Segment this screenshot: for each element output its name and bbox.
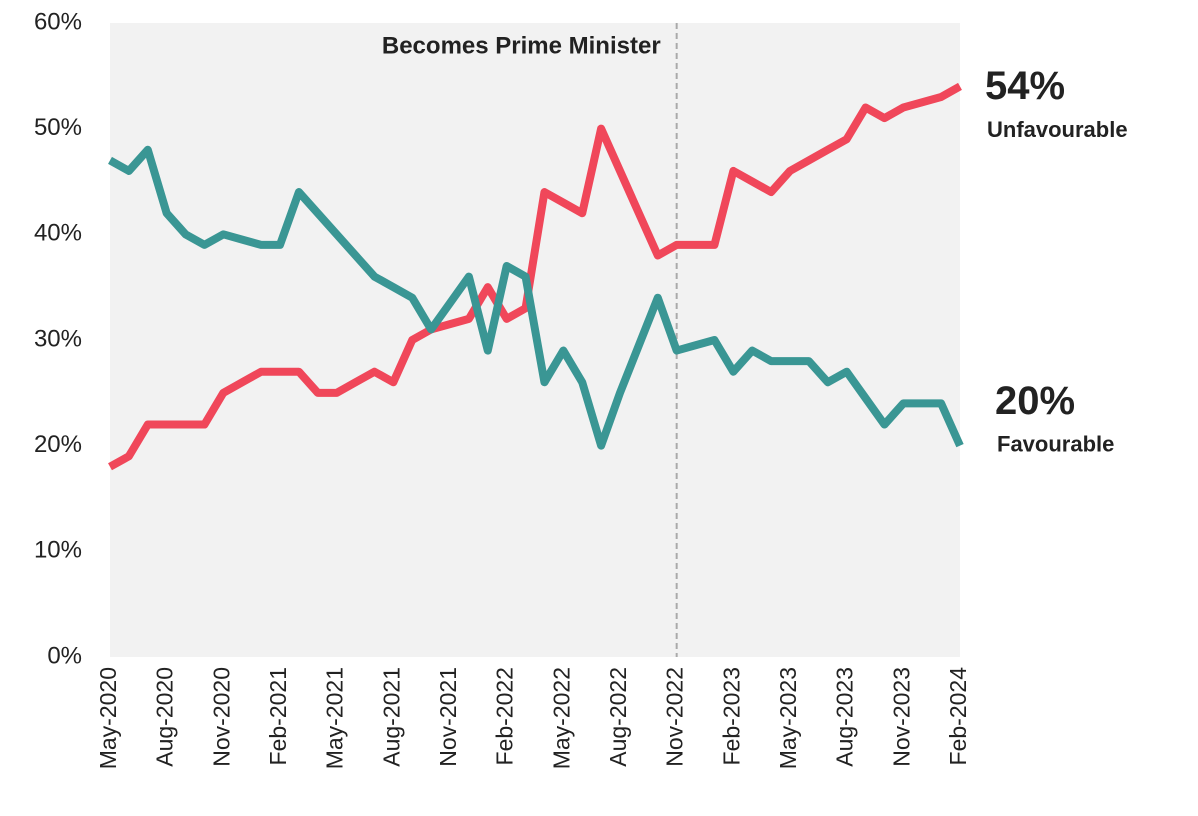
x-tick-label: Feb-2024	[945, 667, 971, 766]
series-label: Unfavourable	[987, 117, 1128, 142]
annotation: Becomes Prime Minister	[382, 32, 661, 59]
x-tick-label: Nov-2020	[208, 667, 234, 767]
end-value-label: 20%	[995, 379, 1075, 423]
x-tick-label: Nov-2021	[435, 667, 461, 767]
x-tick-label: Feb-2022	[492, 667, 518, 765]
x-tick-label: May-2020	[95, 667, 121, 769]
y-tick-label: 60%	[34, 8, 82, 35]
x-tick-label: May-2023	[775, 667, 801, 769]
x-tick-label: Nov-2023	[888, 667, 914, 767]
x-tick-label: Aug-2020	[152, 667, 178, 767]
x-tick-label: Nov-2022	[662, 667, 688, 767]
end-value-label: 54%	[985, 64, 1065, 108]
x-tick-label: Aug-2022	[605, 667, 631, 767]
x-tick-label: May-2022	[548, 667, 574, 769]
x-tick-label: Feb-2023	[718, 667, 744, 765]
line	[108, 145, 964, 450]
x-tick-label: Aug-2021	[378, 667, 404, 767]
x-tick-label: Aug-2023	[832, 667, 858, 767]
y-tick-label: 0%	[47, 642, 82, 669]
y-tick-label: 10%	[34, 537, 82, 564]
y-tick-label: 30%	[34, 325, 82, 352]
y-tick-label: 50%	[34, 114, 82, 141]
series-label: Favourable	[997, 431, 1114, 456]
line	[108, 82, 962, 471]
x-tick-label: May-2021	[322, 667, 348, 769]
y-tick-label: 20%	[34, 431, 82, 458]
y-tick-label: 40%	[34, 220, 82, 247]
x-tick-label: Feb-2021	[265, 667, 291, 765]
